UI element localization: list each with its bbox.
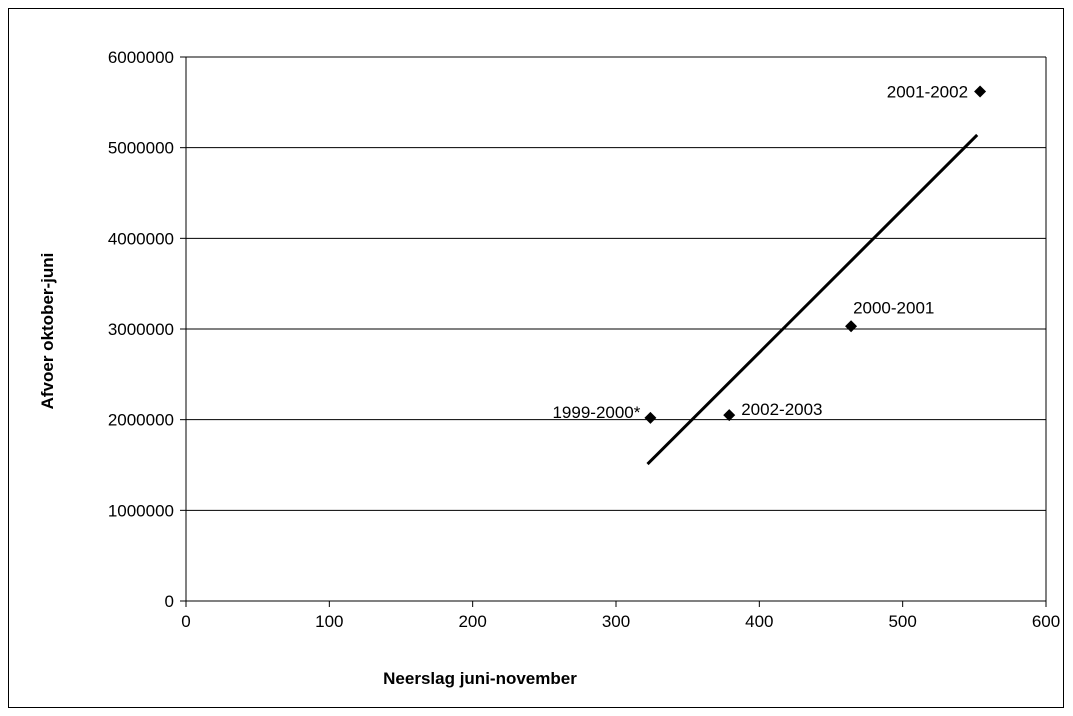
x-axis-label: Neerslag juni-november <box>383 669 577 688</box>
x-tick-label: 600 <box>1032 612 1060 631</box>
gridlines <box>186 56 1046 511</box>
data-point-marker <box>644 411 657 424</box>
x-tick-label: 500 <box>888 612 916 631</box>
x-tick-label: 300 <box>602 612 630 631</box>
y-tick-label: 2000000 <box>108 411 174 430</box>
data-point-marker <box>974 85 987 98</box>
trendline-group <box>646 133 979 466</box>
data-point-marker <box>845 320 858 333</box>
point-label: 1999-2000* <box>552 403 640 422</box>
x-tick-label: 200 <box>458 612 486 631</box>
y-tick-label: 3000000 <box>108 320 174 339</box>
point-label: 2000-2001 <box>853 298 934 317</box>
point-labels: 1999-2000* 2002-2003 2000-2001 2001-2002 <box>552 82 968 421</box>
point-label: 2002-2003 <box>741 400 822 419</box>
y-tick-label: 4000000 <box>108 229 174 248</box>
data-points <box>644 85 987 424</box>
data-point-marker <box>723 409 736 422</box>
y-tick-label: 1000000 <box>108 501 174 520</box>
trendline <box>646 133 979 466</box>
point-label: 2001-2002 <box>887 82 968 101</box>
y-tick-label: 6000000 <box>108 48 174 67</box>
y-tick-label: 0 <box>165 592 174 611</box>
y-axis-label: Afvoer oktober-juni <box>38 253 57 410</box>
x-tick-label: 100 <box>315 612 343 631</box>
y-tick-labels: 0 1000000 2000000 3000000 4000000 5000000 6000… <box>108 48 174 611</box>
axes <box>180 56 1047 607</box>
x-tick-label: 0 <box>181 612 190 631</box>
chart-frame: 0 1000000 2000000 3000000 4000000 5000000 6000… <box>8 8 1064 708</box>
x-tick-label: 400 <box>745 612 773 631</box>
y-tick-label: 5000000 <box>108 139 174 158</box>
x-tick-labels: 0 100 200 300 400 500 600 <box>181 612 1060 631</box>
scatter-chart: 0100000020000003000000400000050000006000… <box>38 48 1060 688</box>
